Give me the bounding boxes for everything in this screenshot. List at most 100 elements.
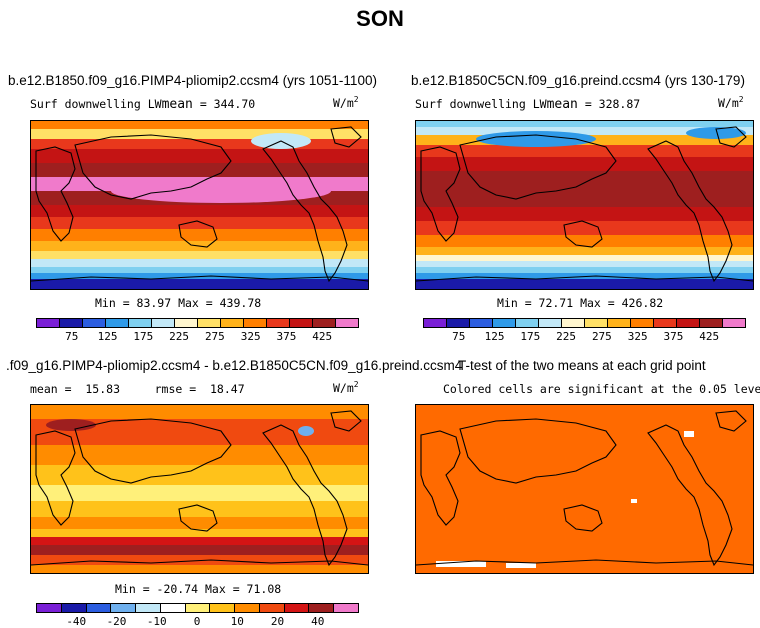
field-band — [31, 279, 368, 289]
figure-title: SON — [356, 6, 404, 31]
panel-tr-var: Surf downwelling LWmean = 328.87 — [415, 97, 641, 112]
colorbar-swatch — [492, 318, 516, 328]
colorbar-tick-label: 0 — [193, 615, 201, 628]
coastline — [74, 134, 232, 200]
panel-br-title: T-test of the two means at each grid poi… — [458, 358, 706, 373]
colorbar-swatch — [561, 318, 585, 328]
colorbar-swatch — [335, 318, 359, 328]
coastline — [35, 430, 76, 526]
map-tr — [415, 120, 754, 290]
coastline — [35, 146, 76, 242]
colorbar-tl — [36, 318, 359, 328]
nonsignificant-cell — [506, 563, 536, 568]
colorbar-tick-label: 40 — [311, 615, 325, 628]
coastline — [330, 126, 362, 148]
cold-patch — [476, 131, 596, 147]
colorbar-swatch — [266, 318, 290, 328]
colorbar-tick-label: 275 — [591, 330, 612, 343]
colorbar-swatch — [220, 318, 244, 328]
coastline — [178, 504, 218, 532]
coastline — [31, 275, 368, 282]
coastline — [647, 140, 733, 283]
colorbar-swatch — [722, 318, 746, 328]
map-plot — [31, 121, 368, 289]
coastline — [420, 430, 461, 526]
map-bl — [30, 404, 369, 574]
warm-patch — [46, 419, 96, 431]
field-band — [416, 207, 753, 221]
field-band — [31, 273, 368, 279]
field-band — [31, 485, 368, 501]
colorbar-tick-label: 375 — [663, 330, 684, 343]
panel-bl-stats: mean = 15.83 rmse = 18.47 — [30, 382, 245, 396]
colorbar-swatch — [630, 318, 654, 328]
cold-patch — [298, 426, 314, 436]
coastline — [563, 220, 603, 248]
colorbar-swatch — [36, 603, 62, 613]
colorbar-swatch — [174, 318, 198, 328]
coastline — [715, 126, 747, 148]
colorbar-swatch — [151, 318, 175, 328]
field-band — [416, 235, 753, 247]
panel-br-subtitle: Colored cells are significant at the 0.0… — [443, 382, 760, 396]
panel-tr-case: b.e12.B1850C5CN.f09_g16.preind.ccsm4 (yr… — [411, 73, 745, 88]
panel-bl-units: W/m2 — [333, 380, 359, 395]
field-band — [416, 247, 753, 255]
nonsignificant-cell — [436, 561, 486, 567]
colorbar-tick-label: 175 — [133, 330, 154, 343]
map-plot — [416, 121, 753, 289]
map-plot — [31, 405, 368, 573]
colorbar-swatch — [676, 318, 700, 328]
colorbar-tick-label: -10 — [146, 615, 167, 628]
field-band — [31, 163, 368, 177]
cold-patch — [686, 127, 746, 139]
colorbar-swatch — [515, 318, 539, 328]
colorbar-tick-label: 325 — [627, 330, 648, 343]
panel-tl-units: W/m2 — [333, 95, 359, 110]
nonsignificant-cell — [684, 431, 694, 437]
map-plot — [416, 405, 753, 573]
colorbar-swatch — [184, 603, 211, 613]
field-band — [31, 445, 368, 465]
colorbar-tr — [423, 318, 746, 328]
coastline — [420, 146, 461, 242]
field-band — [31, 555, 368, 565]
field-band — [31, 529, 368, 537]
colorbar-swatch — [159, 603, 186, 613]
coastline — [262, 424, 348, 567]
colorbar-tick-label: 325 — [240, 330, 261, 343]
field-band — [416, 221, 753, 235]
field-band — [31, 565, 368, 573]
field-band — [416, 261, 753, 267]
colorbar-tick-label: -40 — [66, 615, 87, 628]
coastline — [74, 418, 232, 484]
colorbar-swatch — [308, 603, 335, 613]
colorbar-swatch — [234, 603, 260, 613]
colorbar-swatch — [128, 318, 152, 328]
colorbar-tick-label: 10 — [230, 615, 244, 628]
nonsignificant-cell — [631, 499, 637, 503]
colorbar-swatch — [110, 603, 137, 613]
field-band — [31, 517, 368, 529]
field-band — [416, 171, 753, 207]
coastline — [459, 418, 617, 484]
field-band — [416, 157, 753, 171]
panel-tr-minmax: Min = 72.71 Max = 426.82 — [497, 296, 664, 310]
field-band — [31, 129, 368, 139]
colorbar-swatch — [333, 603, 359, 613]
coastline — [563, 504, 603, 532]
colorbar-swatch — [105, 318, 129, 328]
coastline — [459, 134, 617, 200]
panel-bl-case: .f09_g16.PIMP4-pliomip2.ccsm4 - b.e12.B1… — [6, 358, 463, 373]
field-band — [31, 465, 368, 485]
colorbar-tick-label: -20 — [106, 615, 127, 628]
field-band — [416, 405, 753, 573]
colorbar-swatch — [82, 318, 106, 328]
field-band — [416, 145, 753, 157]
coastline — [31, 559, 368, 566]
field-band — [416, 273, 753, 279]
colorbar-swatch — [312, 318, 336, 328]
field-band — [31, 229, 368, 241]
coastline — [178, 220, 218, 248]
panel-tl-var: Surf downwelling LWmean = 344.70 — [30, 97, 256, 112]
